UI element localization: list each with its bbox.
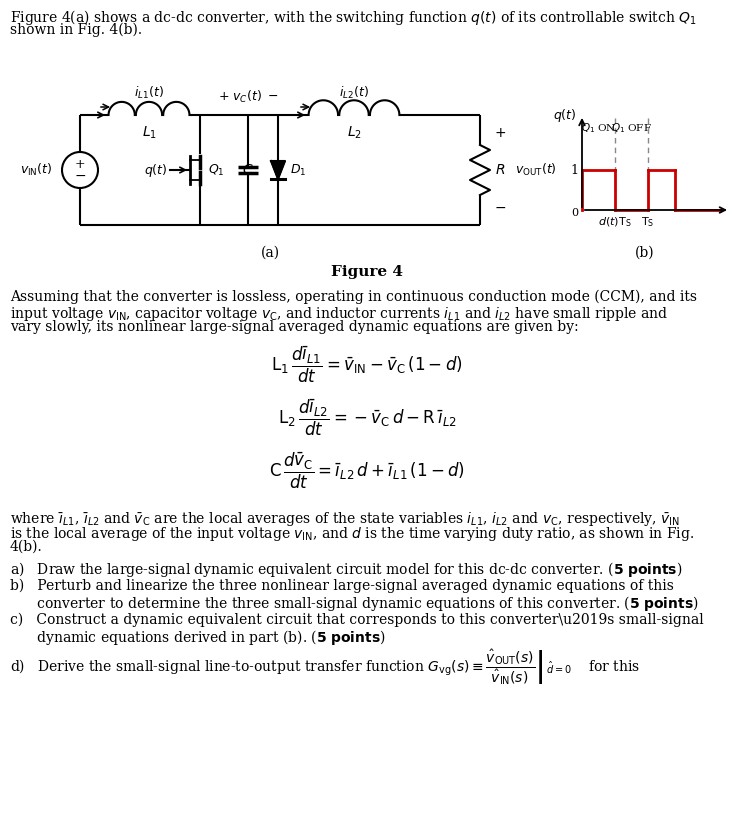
Text: $q(t)$: $q(t)$: [553, 107, 577, 123]
Text: 1: 1: [570, 163, 578, 177]
Text: shown in Fig. 4(b).: shown in Fig. 4(b).: [10, 23, 142, 37]
Text: $v_{\mathrm{IN}}(t)$: $v_{\mathrm{IN}}(t)$: [20, 162, 52, 178]
Text: c)   Construct a dynamic equivalent circuit that corresponds to this converter\u: c) Construct a dynamic equivalent circui…: [10, 613, 704, 627]
Text: Figure 4: Figure 4: [331, 265, 403, 279]
Text: $i_{L2}(t)$: $i_{L2}(t)$: [339, 85, 369, 101]
Text: $L_2$: $L_2$: [346, 125, 361, 142]
Text: $q(t)$: $q(t)$: [145, 162, 168, 178]
Text: 0: 0: [571, 208, 578, 218]
Text: 4(b).: 4(b).: [10, 540, 43, 554]
Text: converter to determine the three small-signal dynamic equations of this converte: converter to determine the three small-s…: [10, 594, 699, 613]
Text: $R$: $R$: [495, 163, 505, 177]
Text: $-$: $-$: [494, 200, 506, 214]
Polygon shape: [271, 161, 285, 179]
Text: $Q_1$ OFF: $Q_1$ OFF: [611, 121, 652, 135]
Text: $\mathrm{C}\,\dfrac{d\bar{v}_{\mathrm{C}}}{dt} = \bar{\imath}_{L2}\,d + \bar{\im: $\mathrm{C}\,\dfrac{d\bar{v}_{\mathrm{C}…: [269, 451, 465, 491]
Text: $\mathrm{L}_1\,\dfrac{d\bar{\imath}_{L1}}{dt} = \bar{v}_{\mathrm{IN}} - \bar{v}_: $\mathrm{L}_1\,\dfrac{d\bar{\imath}_{L1}…: [271, 345, 463, 385]
Text: a)   Draw the large-signal dynamic equivalent circuit model for this dc-dc conve: a) Draw the large-signal dynamic equival…: [10, 560, 683, 579]
Text: $\mathrm{T_S}$: $\mathrm{T_S}$: [642, 215, 655, 229]
Text: b)   Perturb and linearize the three nonlinear large-signal averaged dynamic equ: b) Perturb and linearize the three nonli…: [10, 579, 674, 593]
Text: is the local average of the input voltage $v_{\mathrm{IN}}$, and $d$ is the time: is the local average of the input voltag…: [10, 525, 694, 543]
Text: input voltage $v_{\mathrm{IN}}$, capacitor voltage $v_{\mathrm{C}}$, and inducto: input voltage $v_{\mathrm{IN}}$, capacit…: [10, 305, 668, 323]
Text: +: +: [75, 157, 85, 171]
Text: Assuming that the converter is lossless, operating in continuous conduction mode: Assuming that the converter is lossless,…: [10, 290, 697, 304]
Text: vary slowly, its nonlinear large-signal averaged dynamic equations are given by:: vary slowly, its nonlinear large-signal …: [10, 320, 578, 334]
Text: d)   Derive the small-signal line-to-output transfer function $G_{\mathrm{vg}}(s: d) Derive the small-signal line-to-outpu…: [10, 647, 640, 686]
Text: $d(t)\mathrm{T_S}$: $d(t)\mathrm{T_S}$: [598, 215, 632, 229]
Text: $L_1$: $L_1$: [142, 125, 156, 142]
Text: $v_{\mathrm{OUT}}(t)$: $v_{\mathrm{OUT}}(t)$: [515, 162, 557, 178]
Text: Figure 4(a) shows a dc-dc converter, with the switching function $q(t)$ of its c: Figure 4(a) shows a dc-dc converter, wit…: [10, 8, 697, 27]
Text: (b): (b): [635, 246, 655, 260]
Text: dynamic equations derived in part (b). ($\mathbf{5\ points}$): dynamic equations derived in part (b). (…: [10, 628, 385, 647]
Text: $+\ v_C(t)\ -$: $+\ v_C(t)\ -$: [218, 89, 278, 105]
Text: (a): (a): [261, 246, 280, 260]
Text: $C$: $C$: [242, 163, 254, 177]
Text: $\mathrm{L}_2\,\dfrac{d\bar{\imath}_{L2}}{dt} = -\bar{v}_{\mathrm{C}}\,d - \math: $\mathrm{L}_2\,\dfrac{d\bar{\imath}_{L2}…: [277, 398, 457, 438]
Text: $Q_1$ ON: $Q_1$ ON: [581, 121, 617, 135]
Text: $D_1$: $D_1$: [290, 162, 306, 177]
Text: $+$: $+$: [494, 126, 506, 140]
Text: where $\bar{\imath}_{L1}$, $\bar{\imath}_{L2}$ and $\bar{v}_{\mathrm{C}}$ are th: where $\bar{\imath}_{L1}$, $\bar{\imath}…: [10, 510, 680, 528]
Text: $i_{L1}(t)$: $i_{L1}(t)$: [134, 85, 164, 101]
Text: $Q_1$: $Q_1$: [208, 162, 225, 177]
Text: −: −: [74, 169, 86, 183]
